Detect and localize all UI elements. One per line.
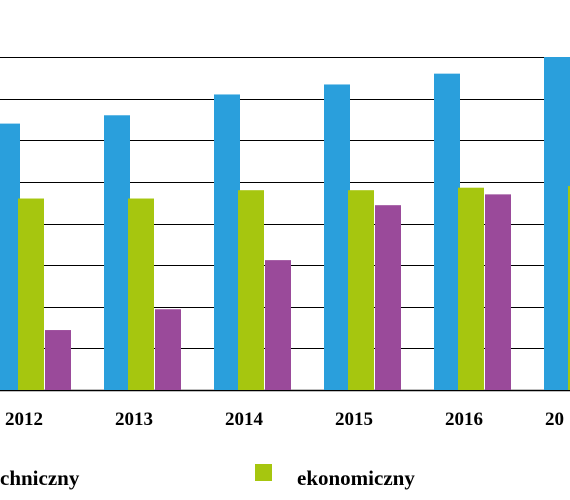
legend-label-chniczny: chniczny	[0, 466, 80, 490]
x-tick-label-2013: 2013	[115, 409, 153, 430]
bar-series-1-2016	[434, 73, 460, 391]
bar-series-2-20	[568, 186, 570, 390]
bar-series-1-2015	[324, 84, 350, 390]
bar-series-1-20	[544, 57, 570, 390]
bar-series-1-2014	[214, 94, 240, 391]
x-tick-label-2012: 2012	[5, 409, 43, 430]
bar-series-2-2013	[128, 198, 154, 390]
bar-series-2-2014	[238, 190, 264, 390]
bar-series-3-2014	[265, 260, 291, 390]
x-axis-tick-labels: 2012 2013 2014 2015 2016 20	[5, 409, 564, 430]
x-tick-label-20: 20	[545, 409, 564, 430]
bar-series-3-2015	[375, 205, 401, 390]
bar-series-3-2013	[155, 309, 181, 390]
legend-swatch-ekonomiczny	[255, 464, 272, 481]
legend: chniczny ekonomiczny	[0, 464, 415, 490]
gridlines	[0, 57, 570, 392]
bar-series-1-2013	[104, 115, 130, 391]
x-tick-label-2015: 2015	[335, 409, 373, 430]
legend-label-ekonomiczny: ekonomiczny	[297, 466, 415, 490]
bar-series-1-2012	[0, 123, 20, 390]
x-tick-label-2014: 2014	[225, 409, 264, 430]
bar-series-2-2015	[348, 190, 374, 390]
bar-series-2-2016	[458, 187, 484, 390]
bars	[0, 57, 570, 391]
bar-series-2-2012	[18, 198, 44, 390]
bar-series-3-2012	[45, 330, 71, 390]
bar-series-3-2016	[485, 194, 511, 390]
x-tick-label-2016: 2016	[445, 409, 483, 430]
